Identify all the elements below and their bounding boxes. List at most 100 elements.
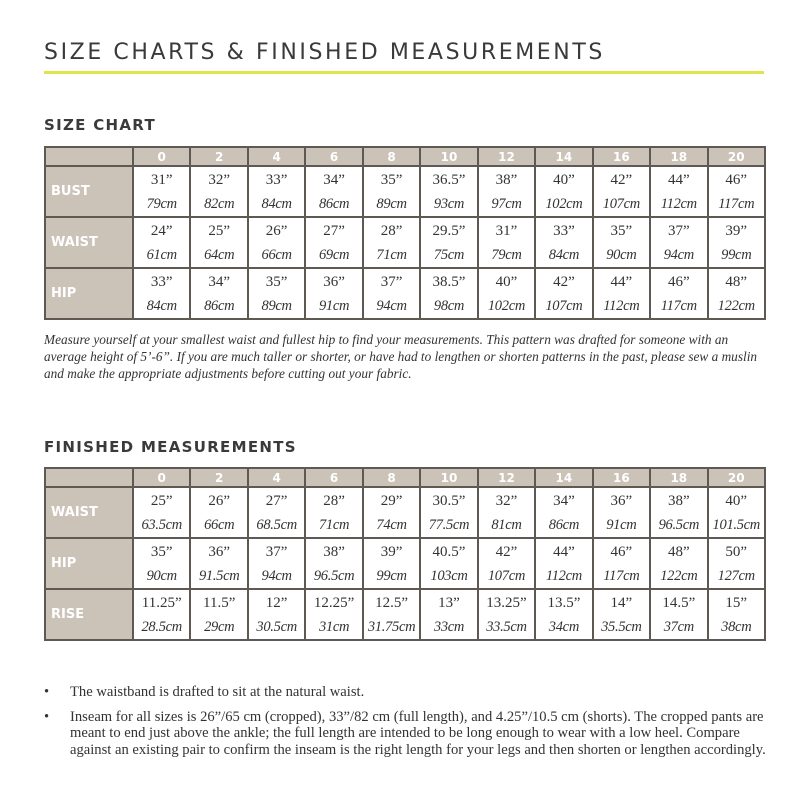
measurement-cell: 27” 69cm (304, 216, 364, 269)
inches-value: 40” (725, 492, 748, 509)
table-row: HIP 33” 84cm 34” 86cm 35” 89cm 36” 91cm 37” 94cm 38… (44, 267, 767, 320)
inches-value: 50” (725, 543, 748, 560)
table-row: HIP 35” 90cm 36” 91.5cm 37” 94cm 38” 96.5cm 39” 99… (44, 537, 767, 590)
row-label: WAIST (44, 216, 134, 269)
measurement-cell: 36” 91cm (591, 486, 652, 539)
size-header: 4 (246, 467, 307, 488)
cm-value: 61cm (146, 246, 178, 263)
cm-value: 66cm (261, 246, 293, 263)
measurement-cell: 29.5” 75cm (419, 216, 479, 269)
measurement-cell: 42” 107cm (591, 165, 652, 218)
cm-value: 91cm (606, 516, 637, 533)
header-row: 0 2 4 6 8 10 12 14 16 18 20 (44, 467, 767, 488)
measurement-cell: 48” 122cm (706, 267, 767, 320)
cm-value: 74cm (376, 516, 407, 533)
inches-value: 12.5” (375, 594, 408, 611)
row-label: RISE (44, 588, 134, 641)
inches-value: 33” (265, 171, 288, 188)
cm-value: 63.5cm (141, 516, 182, 533)
cm-value: 29cm (204, 618, 235, 635)
inches-value: 35” (265, 273, 288, 290)
inches-value: 44” (553, 543, 575, 560)
measurement-cell: 37” 94cm (246, 537, 307, 590)
inches-value: 37” (265, 543, 288, 560)
inches-value: 32” (495, 492, 518, 509)
inches-value: 11.5” (203, 594, 236, 611)
inches-value: 31” (495, 222, 518, 239)
finished-measurements-heading: FINISHED MEASUREMENTS (44, 438, 297, 456)
inches-value: 44” (610, 273, 633, 290)
measurement-cell: 40.5” 103cm (419, 537, 479, 590)
inches-value: 13.5” (547, 594, 581, 611)
cm-value: 93cm (433, 195, 465, 212)
list-item: The waistband is drafted to sit at the n… (44, 684, 766, 701)
inches-value: 25” (150, 492, 173, 509)
size-header: 16 (591, 467, 652, 488)
inches-value: 30.5” (432, 492, 466, 509)
measurement-cell: 40” 102cm (534, 165, 594, 218)
measurement-cell: 37” 94cm (361, 267, 422, 320)
inches-value: 34” (323, 171, 345, 188)
measurement-cell: 44” 112cm (649, 165, 709, 218)
cm-value: 86cm (548, 516, 580, 533)
inches-value: 34” (553, 492, 575, 509)
inches-value: 26” (265, 222, 288, 239)
size-header: 4 (246, 146, 307, 167)
page-title: SIZE CHARTS & FINISHED MEASUREMENTS (44, 40, 605, 65)
measurement-cell: 38” 97cm (476, 165, 537, 218)
cm-value: 30.5cm (256, 618, 297, 635)
size-header: 2 (189, 146, 249, 167)
size-header: 16 (591, 146, 652, 167)
measurement-cell: 46” 117cm (706, 165, 767, 218)
measurement-cell: 33” 84cm (131, 267, 192, 320)
cm-value: 79cm (146, 195, 178, 212)
size-chart-heading: SIZE CHART (44, 116, 157, 134)
cm-value: 117cm (660, 297, 697, 314)
inches-value: 25” (208, 222, 231, 239)
cm-value: 122cm (717, 297, 755, 314)
measurement-cell: 11.5” 29cm (189, 588, 249, 641)
size-header: 0 (131, 467, 192, 488)
measurement-cell: 35” 90cm (131, 537, 192, 590)
inches-value: 35” (610, 222, 633, 239)
corner-cell (44, 146, 134, 167)
cm-value: 102cm (545, 195, 583, 212)
row-label: BUST (44, 165, 134, 218)
inches-value: 24” (150, 222, 173, 239)
measurement-cell: 25” 64cm (189, 216, 249, 269)
measurement-cell: 28” 71cm (361, 216, 422, 269)
measurement-cell: 34” 86cm (304, 165, 364, 218)
table-row: RISE 11.25” 28.5cm 11.5” 29cm 12” 30.5cm 12.25”… (44, 588, 767, 641)
measurement-cell: 13.25” 33.5cm (476, 588, 537, 641)
cm-value: 86cm (318, 195, 350, 212)
cm-value: 112cm (660, 195, 697, 212)
cm-value: 68.5cm (256, 516, 297, 533)
inches-value: 29.5” (432, 222, 466, 239)
table-row: WAIST 25” 63.5cm 26” 66cm 27” 68.5cm 28” 71cm 29”… (44, 486, 767, 539)
cm-value: 35.5cm (601, 618, 642, 635)
inches-value: 44” (667, 171, 690, 188)
cm-value: 71cm (318, 516, 350, 533)
inches-value: 14.5” (662, 594, 696, 611)
list-item: Inseam for all sizes is 26”/65 cm (cropp… (44, 709, 766, 759)
measurement-cell: 28” 71cm (304, 486, 364, 539)
measurement-cell: 44” 112cm (591, 267, 652, 320)
cm-value: 97cm (491, 195, 522, 212)
inches-value: 38” (667, 492, 690, 509)
cm-value: 94cm (261, 567, 293, 584)
measurement-cell: 39” 99cm (706, 216, 767, 269)
cm-value: 81cm (491, 516, 522, 533)
inches-value: 33” (553, 222, 575, 239)
cm-value: 82cm (204, 195, 235, 212)
size-header: 0 (131, 146, 192, 167)
measurement-cell: 44” 112cm (534, 537, 594, 590)
measurement-cell: 13” 33cm (419, 588, 479, 641)
inches-value: 48” (725, 273, 748, 290)
inches-value: 42” (553, 273, 575, 290)
inches-value: 36” (610, 492, 633, 509)
cm-value: 31cm (318, 618, 350, 635)
size-header: 18 (649, 467, 709, 488)
measurement-cell: 35” 89cm (246, 267, 307, 320)
inches-value: 27” (323, 222, 345, 239)
inches-value: 40” (495, 273, 518, 290)
